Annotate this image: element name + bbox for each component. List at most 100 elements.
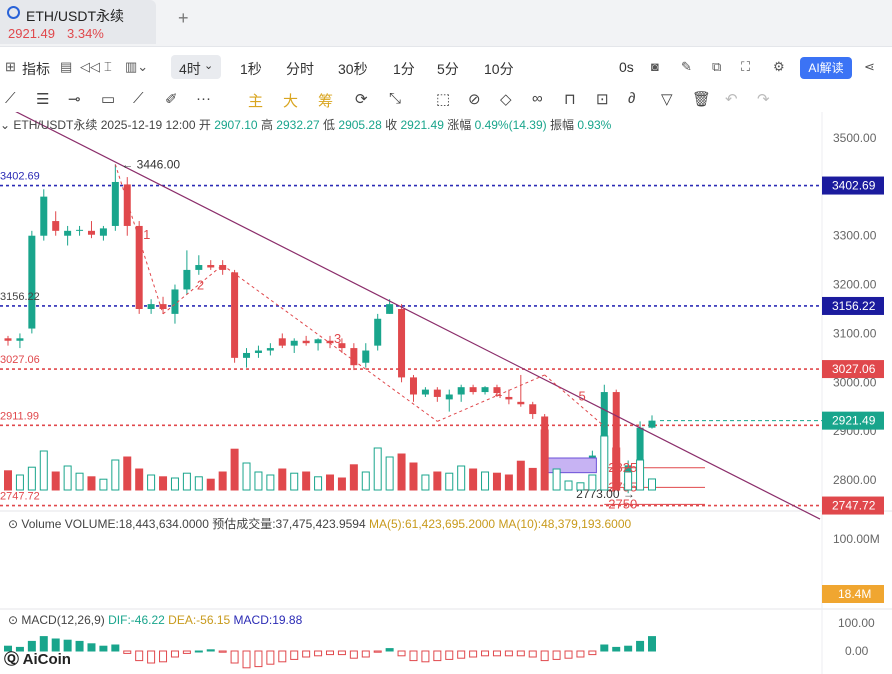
- interval-1s[interactable]: 1秒: [240, 61, 262, 77]
- candle-body: [457, 387, 465, 395]
- indicator-button[interactable]: 指标: [22, 61, 50, 77]
- redo-icon[interactable]: ↷: [757, 91, 770, 108]
- undo-icon[interactable]: ↶: [725, 91, 738, 108]
- legend-high: 2932.27: [276, 118, 320, 132]
- indicator-icon[interactable]: ⊞: [5, 59, 16, 74]
- wave-segment: [544, 374, 605, 427]
- price-tag-level1: 3402.69: [832, 179, 876, 193]
- macd-axis-zero: 0.00: [845, 644, 869, 658]
- ray-tool-icon[interactable]: ⟋: [133, 90, 144, 107]
- candle-body: [302, 340, 310, 344]
- macd-bar: [302, 650, 311, 658]
- macd-bar: [27, 640, 36, 652]
- fullscreen-icon[interactable]: ⛶: [741, 59, 751, 74]
- rect-tool-icon[interactable]: ▭: [101, 91, 116, 108]
- macd-bar: [576, 650, 585, 658]
- volume-bar: [302, 471, 311, 491]
- lock-icon[interactable]: ⊓: [564, 91, 576, 108]
- candle-body: [183, 269, 191, 290]
- volume-bar: [159, 476, 168, 491]
- interval-10m[interactable]: 10分: [484, 61, 514, 77]
- macd-bar: [87, 643, 96, 652]
- price-tick: 3300.00: [833, 229, 877, 243]
- legend-collapse-icon[interactable]: ⌄: [0, 118, 14, 132]
- interval-timeshare[interactable]: 分时: [286, 61, 314, 77]
- popout-icon[interactable]: ⧉: [712, 59, 722, 74]
- volume-bar: [540, 429, 549, 491]
- rewind-icon[interactable]: ◁◁: [80, 59, 100, 74]
- hline-tool-icon[interactable]: ⊸: [68, 91, 81, 108]
- interval-select[interactable]: 4时 ⌄: [171, 55, 221, 79]
- macd-value: MACD:19.88: [233, 613, 303, 627]
- wave-label: 3: [334, 331, 341, 346]
- hlines-tool-icon[interactable]: ☰: [36, 91, 50, 108]
- macd-bar: [349, 650, 358, 659]
- macd-bar: [445, 650, 454, 660]
- volume-value: VOLUME:18,443,634.0000: [64, 517, 209, 531]
- volume-collapse-icon[interactable]: ⊙: [8, 517, 22, 531]
- settings-icon[interactable]: ⚙: [773, 59, 785, 74]
- macd-bar: [337, 650, 346, 656]
- price-tag-level2: 3156.22: [832, 299, 876, 313]
- large-order-button[interactable]: 大: [283, 93, 299, 110]
- erase-icon[interactable]: ◇: [500, 91, 512, 108]
- brush-tool-icon[interactable]: ✐: [165, 91, 178, 108]
- candle-body: [338, 343, 346, 349]
- macd-bar: [135, 650, 144, 662]
- legend-low: 2905.28: [338, 118, 382, 132]
- volume-bar: [624, 471, 633, 491]
- volume-bar: [445, 472, 454, 491]
- macd-bar: [552, 650, 561, 660]
- macd-bar: [540, 650, 549, 662]
- line-tool-icon[interactable]: ⟋: [5, 90, 16, 107]
- low-marker: 2773.00 →: [576, 487, 635, 501]
- macd-bar: [230, 650, 239, 664]
- macd-bar: [194, 650, 203, 653]
- macd-bar: [218, 650, 227, 653]
- edit-icon[interactable]: ✎: [681, 59, 692, 74]
- interval-30s[interactable]: 30秒: [338, 61, 368, 77]
- macd-collapse-icon[interactable]: ⊙: [8, 613, 22, 627]
- volume-bar: [194, 476, 203, 491]
- camera-icon[interactable]: ◙: [651, 59, 659, 74]
- filter-icon[interactable]: ▽: [661, 91, 673, 108]
- interval-5m[interactable]: 5分: [437, 61, 459, 77]
- macd-axis-top: 100.00: [838, 616, 875, 630]
- more-tools-icon[interactable]: ···: [196, 90, 211, 107]
- macd-dea: DEA:-56.15: [168, 613, 231, 627]
- ruler-icon[interactable]: ⊘: [468, 91, 481, 108]
- chip-button[interactable]: 筹: [318, 93, 334, 110]
- share-icon[interactable]: ⋖: [864, 59, 875, 74]
- candle-body: [612, 392, 620, 476]
- tab-eth-usdt[interactable]: ETH/USDT永续 2921.49 3.34%: [0, 0, 156, 44]
- legend-open-label: 开: [198, 118, 211, 132]
- trash-icon[interactable]: 🗑: [692, 91, 712, 108]
- volume-bar: [457, 465, 466, 491]
- template-icon[interactable]: ▤: [60, 59, 73, 74]
- link-icon[interactable]: ∂: [628, 90, 636, 107]
- volume-bar: [361, 471, 370, 491]
- add-tab-button[interactable]: +: [178, 8, 189, 28]
- volume-est: 预估成交量:37,475,423.9594: [212, 517, 366, 531]
- volume-bar: [266, 474, 275, 491]
- ai-interpret-button[interactable]: AI解读: [800, 57, 852, 79]
- interval-1m[interactable]: 1分: [393, 61, 415, 77]
- volume-bar: [4, 470, 12, 491]
- chart-type-icon[interactable]: ▥⌄: [125, 59, 149, 74]
- select-icon[interactable]: ⬚: [436, 91, 451, 108]
- snapshot-icon[interactable]: ⊡: [596, 91, 609, 108]
- price-tag-bg: [822, 411, 884, 430]
- compare-icon[interactable]: ⌶: [104, 59, 112, 74]
- candle-body: [517, 401, 525, 405]
- volume-bar: [516, 460, 525, 491]
- macd-dif: DIF:-46.22: [108, 613, 165, 627]
- candle-body: [600, 392, 608, 451]
- magnet-icon[interactable]: ⤡: [389, 90, 402, 107]
- volume-bar: [111, 459, 120, 491]
- visibility-icon[interactable]: ∞: [532, 90, 543, 107]
- high-marker: ← 3446.00: [121, 157, 180, 171]
- volume-bar: [87, 476, 96, 491]
- main-force-button[interactable]: 主: [248, 93, 264, 110]
- sync-icon[interactable]: ⟳: [355, 91, 368, 108]
